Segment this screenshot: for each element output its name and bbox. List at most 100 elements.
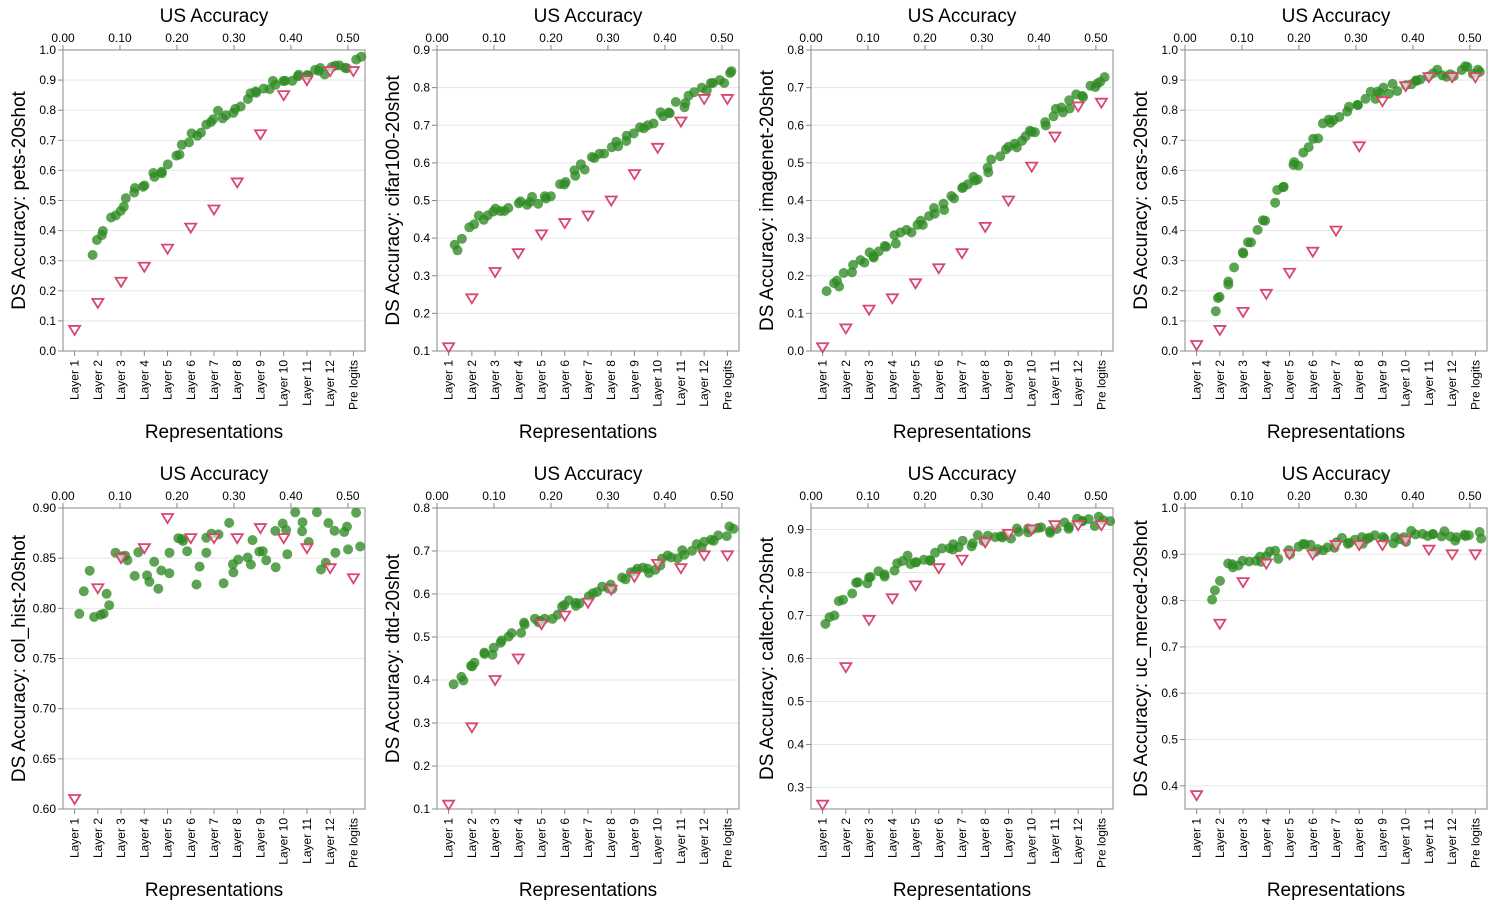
- x-axis-title: Representations: [1267, 880, 1405, 901]
- data-point: [1451, 532, 1462, 543]
- y-tick-label: 0.2: [413, 306, 430, 320]
- data-point: [1260, 215, 1271, 226]
- y-tick-label: 0.5: [1161, 194, 1178, 208]
- top-axis-title: US Accuracy: [908, 6, 1017, 27]
- y-tick-label: 0.2: [1161, 284, 1178, 298]
- data-point: [642, 563, 653, 574]
- triangle-marker: [323, 66, 338, 78]
- triangle-marker: [627, 571, 642, 584]
- triangle-marker: [1282, 549, 1297, 562]
- data-point: [574, 598, 585, 609]
- y-tick-label: 0.8: [413, 81, 430, 95]
- triangle-marker: [534, 229, 549, 242]
- y-tick-label: 0.8: [787, 43, 804, 57]
- data-point: [311, 507, 322, 518]
- triangle-marker: [137, 543, 152, 555]
- x-tick-label: Layer 3: [1236, 818, 1250, 858]
- triangle-marker: [1328, 540, 1344, 552]
- top-tick-label: 0.30: [222, 489, 246, 503]
- data-point: [966, 541, 977, 552]
- data-point: [1360, 93, 1371, 104]
- y-tick-label: 0.7: [1161, 640, 1178, 654]
- data-point: [218, 578, 229, 589]
- x-tick-label: Pre logits: [1094, 360, 1108, 410]
- data-point: [1305, 539, 1316, 550]
- x-tick-label: Layer 5: [161, 818, 175, 858]
- panel-2: 0.1 0.2 0.3 0.4 0.5 0.6 0.7 0.8 0.90.00 0.10 0.20 0…: [383, 6, 740, 443]
- top-tick-label: 0.20: [539, 489, 563, 503]
- top-tick-label: 0.20: [165, 31, 189, 45]
- x-tick-label: Layer 9: [253, 360, 267, 400]
- top-axis-title: US Accuracy: [160, 6, 269, 27]
- data-point: [469, 657, 480, 668]
- data-point: [852, 577, 863, 588]
- data-point: [1040, 120, 1051, 131]
- data-point: [1462, 61, 1473, 72]
- x-tick-label: Layer 8: [230, 818, 244, 858]
- top-axis-title: US Accuracy: [534, 6, 643, 27]
- data-point: [1078, 92, 1089, 102]
- x-tick-label: Pre logits: [720, 360, 734, 410]
- triangle-marker: [67, 325, 82, 337]
- data-point: [118, 201, 129, 212]
- y-tick-label: 0.9: [1161, 547, 1178, 561]
- x-tick-label: Layer 8: [978, 818, 992, 858]
- data-point: [1064, 103, 1075, 114]
- x-axis-title: Representations: [519, 880, 657, 901]
- top-tick-label: 0.10: [1230, 489, 1254, 503]
- y-axis-title: DS Accuracy: cifar100-20shot: [383, 75, 404, 326]
- x-tick-label: Layer 2: [1213, 360, 1227, 400]
- triangle-marker: [183, 533, 198, 545]
- data-point: [290, 507, 301, 518]
- x-tick-label: Layer 9: [253, 818, 267, 858]
- data-point: [949, 193, 959, 204]
- dot-series: [1210, 61, 1485, 317]
- top-tick-label: 0.00: [51, 31, 75, 45]
- triangle-marker: [1001, 195, 1016, 208]
- data-point: [1011, 142, 1022, 153]
- triangle-marker: [1024, 524, 1039, 537]
- data-point: [1207, 594, 1218, 605]
- data-point: [1238, 248, 1249, 259]
- triangle-marker: [580, 210, 596, 223]
- x-tick-label: Layer 3: [1236, 360, 1250, 400]
- x-axis-title: Representations: [1267, 422, 1405, 443]
- top-tick-label: 0.00: [1173, 489, 1197, 503]
- triangle-series: [815, 97, 1109, 354]
- triangle-marker: [1235, 577, 1251, 589]
- data-point: [456, 233, 467, 244]
- triangle-marker: [1212, 618, 1227, 631]
- x-tick-label: Layer 1: [68, 818, 82, 858]
- triangle-marker: [815, 342, 830, 354]
- triangle-marker: [1421, 72, 1437, 84]
- data-point: [679, 549, 690, 560]
- data-point: [164, 568, 175, 579]
- data-point: [178, 536, 188, 546]
- top-tick-label: 0.40: [1401, 31, 1425, 45]
- x-tick-label: Layer 8: [1352, 360, 1366, 400]
- data-point: [297, 517, 308, 528]
- x-tick-label: Layer 7: [1329, 818, 1343, 858]
- data-point: [995, 151, 1006, 162]
- top-tick-label: 0.00: [1173, 31, 1197, 45]
- triangle-marker: [1189, 340, 1204, 352]
- panel-1: 0.0 0.1 0.2 0.3 0.4 0.5 0.6 0.7 0.8 0.9 1.00.00 0.1…: [9, 6, 367, 443]
- x-tick-label: Layer 10: [1025, 360, 1039, 407]
- x-tick-label: Layer 10: [1025, 818, 1039, 865]
- top-tick-label: 0.10: [108, 31, 132, 45]
- triangle-marker: [1259, 288, 1274, 301]
- triangle-marker: [299, 75, 315, 87]
- x-tick-label: Layer 2: [91, 818, 105, 858]
- x-tick-label: Layer 8: [604, 818, 618, 858]
- x-tick-label: Layer 7: [581, 818, 595, 858]
- triangle-marker: [113, 276, 129, 289]
- triangle-marker: [815, 799, 830, 812]
- triangle-series: [441, 550, 735, 812]
- data-point: [1427, 529, 1438, 540]
- x-tick-label: Layer 7: [1329, 360, 1343, 400]
- data-point: [196, 127, 206, 138]
- data-point: [245, 559, 256, 570]
- top-tick-label: 0.10: [482, 489, 506, 503]
- x-tick-label: Layer 11: [300, 818, 314, 864]
- x-tick-label: Layer 5: [535, 818, 549, 858]
